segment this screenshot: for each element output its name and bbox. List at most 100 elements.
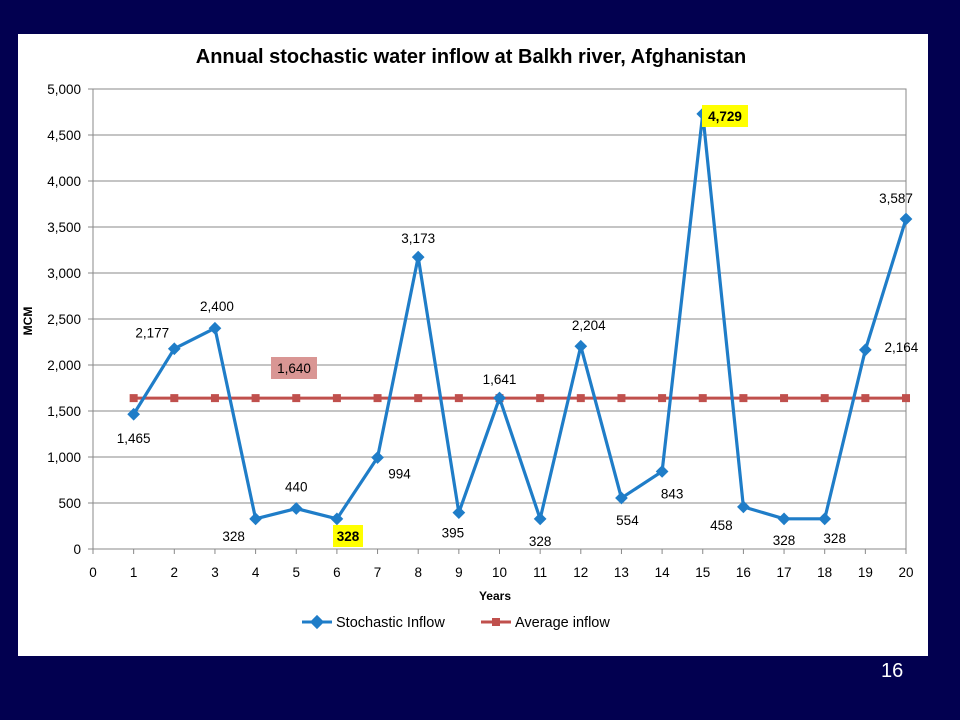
average-inflow-point (332, 394, 341, 403)
data-label-layer: 1,465 2,177 2,400 328 440 994 3,173 395 1,641 328… (117, 105, 919, 549)
average-inflow-point (129, 394, 138, 403)
legend-square-marker (492, 618, 500, 626)
legend-diamond-marker (309, 614, 325, 630)
data-label: 2,204 (572, 318, 606, 333)
x-tick-label: 8 (414, 565, 422, 580)
average-inflow-point (617, 394, 626, 403)
stochastic-inflow-point (452, 506, 466, 520)
annotation-label: 4,729 (708, 109, 742, 124)
axis-layer: 0 500 1,000 1,500 2,000 2,500 3,000 3,500 4,000 4… (47, 82, 913, 580)
data-label: 328 (529, 534, 552, 549)
y-tick-label: 2,000 (47, 358, 81, 373)
x-tick-label: 18 (817, 565, 832, 580)
x-tick-label: 20 (898, 565, 913, 580)
data-label: 3,173 (401, 231, 435, 246)
data-label: 440 (285, 480, 308, 495)
x-tick-label: 15 (695, 565, 710, 580)
average-inflow-point (292, 394, 301, 403)
x-tick-label: 16 (736, 565, 751, 580)
data-label: 3,587 (879, 191, 913, 206)
y-tick-label: 4,500 (47, 128, 81, 143)
y-tick-label: 0 (73, 542, 81, 557)
average-inflow-point (414, 394, 423, 403)
x-tick-label: 5 (292, 565, 300, 580)
x-tick-label: 6 (333, 565, 341, 580)
data-label: 994 (388, 467, 411, 482)
x-tick-label: 4 (252, 565, 260, 580)
data-label: 1,641 (483, 372, 517, 387)
data-label: 2,164 (884, 340, 918, 355)
data-label: 458 (710, 518, 733, 533)
y-tick-label: 4,000 (47, 174, 81, 189)
average-inflow-point (251, 394, 260, 403)
x-tick-label: 11 (533, 565, 547, 580)
y-tick-label: 2,500 (47, 312, 81, 327)
stochastic-inflow-point (127, 407, 141, 421)
data-label: 328 (823, 531, 846, 546)
stochastic-inflow-point (330, 512, 344, 526)
slide-number: 16 (881, 660, 904, 682)
stochastic-inflow-point (371, 451, 384, 464)
average-inflow-point (210, 394, 219, 403)
average-inflow-point (902, 394, 910, 403)
x-tick-label: 10 (492, 565, 507, 580)
average-inflow-point (658, 394, 667, 403)
average-inflow-point (780, 394, 789, 403)
legend-item-average: Average inflow (481, 615, 610, 631)
x-tick-label: 0 (89, 565, 97, 580)
stochastic-inflow-point (249, 512, 262, 526)
annotation-box (271, 357, 317, 379)
y-tick-label: 3,000 (47, 266, 81, 281)
legend-label-stochastic: Stochastic Inflow (336, 615, 445, 631)
chart-title: Annual stochastic water inflow at Balkh … (196, 46, 747, 68)
data-label: 395 (442, 526, 465, 541)
legend: Stochastic Inflow Average inflow (302, 614, 610, 631)
x-tick-label: 14 (655, 565, 671, 580)
x-tick-label: 19 (858, 565, 873, 580)
stochastic-inflow-point (289, 502, 303, 515)
x-tick-label: 7 (374, 565, 382, 580)
data-label: 554 (616, 513, 639, 528)
stochastic-inflow-point (167, 342, 181, 356)
average-inflow-point (536, 394, 545, 403)
data-label: 2,400 (200, 299, 234, 314)
stochastic-inflow-point (411, 250, 425, 264)
average-inflow-point (861, 394, 870, 403)
y-tick-label: 3,500 (47, 220, 81, 235)
stochastic-inflow-point (208, 321, 222, 335)
stochastic-inflow-point (493, 391, 506, 405)
average-inflow-point (170, 394, 179, 403)
legend-label-average: Average inflow (515, 615, 610, 631)
average-inflow-point (739, 394, 748, 403)
y-tick-label: 1,000 (47, 450, 81, 465)
annotation-label: 328 (337, 529, 360, 544)
x-tick-label: 3 (211, 565, 219, 580)
x-tick-label: 1 (130, 565, 138, 580)
grid-layer (93, 88, 906, 504)
data-label: 1,465 (117, 431, 151, 446)
chart-svg: Annual stochastic water inflow at Balkh … (21, 46, 919, 631)
data-label: 328 (222, 529, 245, 544)
x-tick-label: 13 (614, 565, 629, 580)
average-inflow-point (454, 394, 463, 403)
x-tick-label: 9 (455, 565, 463, 580)
x-tick-label: 17 (777, 565, 792, 580)
annotation-box (702, 105, 748, 127)
average-inflow-point (576, 394, 585, 403)
x-tick-label: 12 (573, 565, 588, 580)
data-label: 328 (773, 533, 796, 548)
annotation-label: 1,640 (277, 361, 311, 376)
y-tick-label: 500 (58, 496, 81, 511)
stochastic-inflow-line (132, 112, 908, 521)
data-label: 2,177 (135, 326, 169, 341)
average-inflow-point (820, 394, 829, 403)
x-tick-label: 2 (171, 565, 179, 580)
y-tick-label: 5,000 (47, 82, 81, 97)
annotation-box (333, 525, 363, 547)
x-axis-label: Years (479, 589, 511, 603)
average-inflow-point (373, 394, 382, 403)
average-inflow-point (698, 394, 707, 403)
y-axis-label: MCM (21, 307, 35, 336)
y-tick-label: 1,500 (47, 404, 81, 419)
chart-panel: Annual stochastic water inflow at Balkh … (18, 34, 928, 656)
